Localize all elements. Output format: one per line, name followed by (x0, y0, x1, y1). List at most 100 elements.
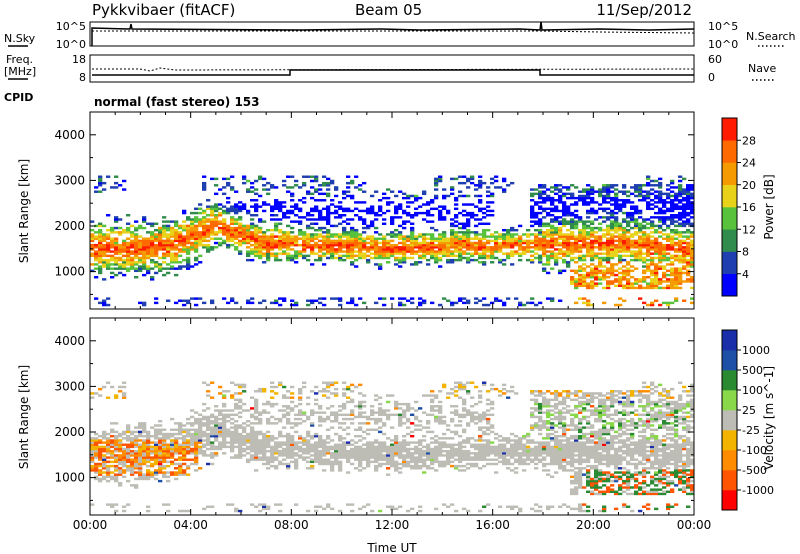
power-cell (254, 254, 259, 258)
velocity-cell (162, 445, 167, 449)
power-cell (658, 184, 663, 187)
power-cell (338, 250, 343, 253)
power-cell (642, 199, 647, 202)
power-cell (594, 276, 599, 279)
power-cell (690, 286, 695, 290)
power-cell (578, 278, 583, 281)
power-cell (606, 228, 611, 232)
power-cell (386, 209, 391, 213)
power-cell (510, 252, 515, 255)
velocity-cell (94, 437, 99, 440)
power-cell (446, 261, 451, 264)
power-cell (626, 214, 631, 217)
power-cell (658, 250, 663, 253)
power-cell (590, 235, 595, 238)
velocity-cell (182, 430, 187, 434)
velocity-cell (326, 434, 331, 438)
power-cell (510, 228, 515, 232)
power-cell (290, 199, 295, 202)
power-cell (142, 301, 147, 305)
power-cell (482, 228, 487, 232)
velocity-cell (206, 505, 211, 508)
power-cell (286, 235, 291, 238)
power-cell (286, 243, 291, 247)
power-cell (602, 269, 607, 273)
power-cell (618, 224, 623, 228)
velocity-cell (342, 387, 347, 391)
velocity-cell (182, 452, 187, 455)
power-cell (686, 280, 691, 283)
velocity-cell (230, 449, 235, 453)
power-cell (506, 254, 511, 258)
power-cell (502, 301, 507, 305)
power-cell (526, 258, 531, 262)
velocity-cell (302, 381, 307, 384)
velocity-cell (190, 432, 195, 436)
power-cell (494, 179, 499, 183)
power-cell (490, 177, 495, 181)
power-cell (342, 214, 347, 217)
velocity-cell (246, 420, 251, 423)
power-cell (566, 228, 571, 232)
velocity-cell (342, 417, 347, 421)
power-cell (674, 203, 679, 206)
freq-trace (92, 69, 694, 76)
velocity-cell (98, 471, 103, 474)
power-cell (666, 301, 671, 305)
power-cell (686, 235, 691, 238)
power-cell (162, 241, 167, 245)
velocity-cell (370, 441, 375, 444)
power-cell (674, 273, 679, 277)
power-cell (546, 194, 551, 198)
velocity-cell (366, 464, 371, 468)
power-cell (466, 261, 471, 264)
power-cell (686, 228, 691, 232)
power-cell (490, 235, 495, 238)
power-cell (662, 254, 667, 258)
power-cell (662, 218, 667, 221)
velocity-cell (338, 405, 343, 408)
power-cell (470, 254, 475, 258)
velocity-cell (234, 424, 239, 427)
velocity-cell (350, 400, 355, 404)
power-cell (318, 233, 323, 236)
power-cell (418, 246, 423, 249)
velocity-cell (162, 456, 167, 459)
power-cell (450, 188, 455, 191)
power-cell (686, 205, 691, 208)
power-cell (474, 297, 479, 300)
power-cell (142, 263, 147, 266)
velocity-cell (322, 417, 327, 421)
power-cell (458, 254, 463, 258)
power-cell (478, 209, 483, 213)
power-cell (270, 218, 275, 221)
power-cell (690, 241, 695, 245)
power-cell (350, 241, 355, 245)
power-cell (610, 190, 615, 193)
velocity-cell (274, 449, 279, 453)
noise-right-tick-low: 10^0 (708, 38, 738, 51)
power-cell (626, 250, 631, 253)
power-cell (398, 207, 403, 211)
power-cell (398, 265, 403, 268)
velocity-cell (250, 458, 255, 461)
velocity-cell (190, 409, 195, 412)
velocity-cell (358, 454, 363, 457)
power-cell (558, 228, 563, 232)
power-cell (494, 241, 499, 245)
power-cell (398, 301, 403, 305)
power-cell (334, 241, 339, 245)
power-cell (146, 271, 151, 275)
power-cell (458, 226, 463, 230)
power-cell (94, 237, 99, 240)
power-cell (326, 237, 331, 240)
power-cell (442, 248, 447, 251)
power-cell (506, 231, 511, 234)
power-cell (634, 226, 639, 230)
power-cell (358, 237, 363, 240)
power-cell (678, 214, 683, 217)
power-cell (626, 199, 631, 202)
power-cell (494, 256, 499, 260)
power-cell (614, 228, 619, 232)
power-cell (374, 243, 379, 247)
